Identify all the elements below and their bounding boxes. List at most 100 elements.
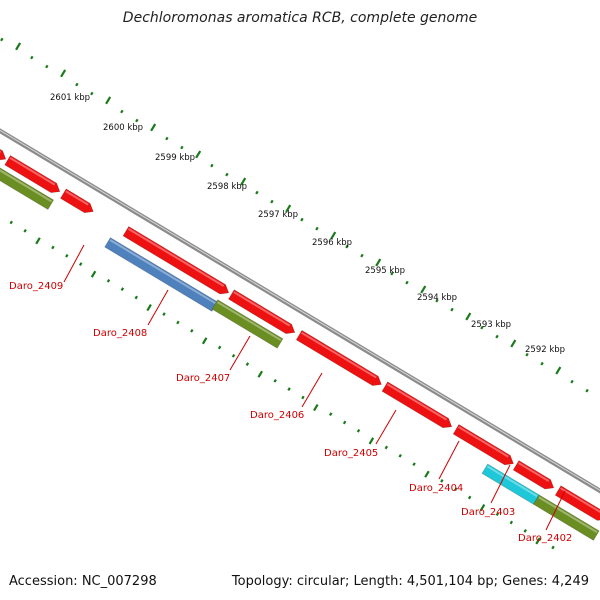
inner-major-tick: [368, 437, 375, 445]
cds-feature-red: [452, 424, 514, 466]
minor-tick: [450, 307, 454, 312]
kbp-label: 2594 kbp: [417, 293, 457, 303]
inner-minor-tick: [356, 428, 361, 433]
inner-minor-tick: [162, 312, 166, 316]
major-tick: [195, 150, 202, 159]
inner-major-tick: [201, 337, 208, 345]
kbp-label: 2601 kbp: [50, 93, 90, 103]
inner-major-tick: [313, 403, 319, 412]
inner-minor-tick: [329, 412, 333, 417]
inner-tick-track: [9, 220, 555, 550]
inner-minor-tick: [440, 478, 444, 483]
gene-labels: Daro_2409 Daro_2408 Daro_2407 Daro_2406 Daro…: [9, 244, 572, 544]
major-tick: [465, 312, 472, 321]
major-tick: [240, 177, 247, 186]
feature-olive: [211, 299, 284, 349]
cds-feature-red: [554, 485, 600, 521]
kbp-label: 2598 kbp: [207, 182, 247, 192]
minor-tick: [360, 253, 364, 258]
kbp-label: 2599 kbp: [155, 153, 195, 163]
inner-major-tick: [479, 503, 486, 512]
inner-major-tick: [90, 270, 97, 278]
gene-leader-line: [63, 244, 85, 283]
minor-tick: [120, 109, 124, 114]
inner-minor-tick: [495, 512, 500, 517]
minor-tick: [405, 280, 409, 285]
kbp-label: 2600 kbp: [103, 123, 143, 133]
minor-tick: [300, 217, 304, 222]
kbp-label: 2595 kbp: [365, 266, 405, 276]
gene-label: Daro_2404: [409, 483, 463, 494]
major-tick: [60, 69, 67, 78]
inner-minor-tick: [120, 287, 125, 291]
inner-minor-tick: [134, 295, 138, 300]
minor-tick: [585, 388, 589, 393]
inner-minor-tick: [523, 528, 527, 533]
inner-major-tick: [35, 237, 41, 245]
inner-minor-tick: [509, 520, 514, 525]
minor-tick: [495, 334, 499, 339]
inner-minor-tick: [23, 228, 27, 233]
gene-features: [0, 148, 600, 541]
inner-minor-tick: [51, 245, 55, 250]
minor-tick: [270, 199, 274, 204]
major-tick: [285, 204, 292, 213]
gene-leader-line: [229, 335, 251, 371]
gene-leader-line: [490, 464, 511, 504]
inner-major-tick: [146, 303, 152, 312]
kbp-label: 2597 kbp: [258, 210, 298, 220]
minor-tick: [30, 55, 34, 60]
kbp-label: 2593 kbp: [471, 320, 511, 330]
inner-minor-tick: [301, 395, 305, 400]
inner-minor-tick: [551, 545, 555, 550]
minor-tick: [525, 352, 529, 357]
inner-major-tick: [535, 537, 541, 545]
minor-tick: [540, 361, 544, 366]
major-tick: [420, 285, 427, 294]
minor-tick: [0, 37, 4, 42]
minor-tick: [480, 325, 484, 330]
minor-tick: [315, 226, 319, 231]
minor-tick: [90, 91, 94, 96]
inner-minor-tick: [65, 253, 69, 258]
gene-label: Daro_2409: [9, 281, 63, 292]
gene-leader-line: [438, 440, 460, 480]
inner-minor-tick: [467, 495, 472, 500]
gene-leader-line: [301, 372, 323, 408]
gene-leader-line: [147, 289, 169, 326]
kbp-label: 2596 kbp: [312, 238, 352, 248]
major-tick: [375, 258, 382, 267]
gene-label: Daro_2405: [324, 448, 378, 459]
gene-label: Daro_2408: [93, 328, 147, 339]
inner-minor-tick: [342, 420, 347, 425]
gene-label: Daro_2402: [518, 533, 572, 544]
minor-tick: [45, 64, 49, 69]
inner-minor-tick: [231, 353, 236, 358]
cds-feature-red: [512, 460, 555, 490]
inner-minor-tick: [273, 378, 277, 383]
gene-leader-line: [375, 409, 397, 445]
inner-minor-tick: [9, 220, 13, 225]
cds-feature-red: [4, 155, 61, 193]
minor-tick: [570, 379, 574, 384]
major-tick: [105, 96, 112, 105]
inner-major-tick: [424, 470, 430, 478]
cds-feature-red: [0, 148, 7, 161]
feature-olive: [533, 494, 600, 541]
cds-feature-red: [122, 226, 230, 295]
major-tick: [555, 366, 562, 375]
inner-minor-tick: [412, 462, 416, 467]
cds-feature-red: [228, 289, 296, 334]
cds-feature-red: [295, 329, 382, 386]
inner-minor-tick: [190, 328, 194, 333]
gene-label: Daro_2403: [461, 507, 515, 518]
topology-text: Topology: circular; Length: 4,501,104 bp…: [231, 574, 589, 589]
minor-tick: [255, 190, 259, 195]
cds-feature-red: [60, 188, 94, 214]
major-tick: [510, 339, 517, 348]
kbp-labels: 2601 kbp 2600 kbp 2599 kbp 2598 kbp 2597 kbp…: [50, 93, 565, 355]
minor-tick: [210, 163, 214, 168]
inner-minor-tick: [245, 362, 250, 367]
gene-label: Daro_2407: [176, 373, 230, 384]
